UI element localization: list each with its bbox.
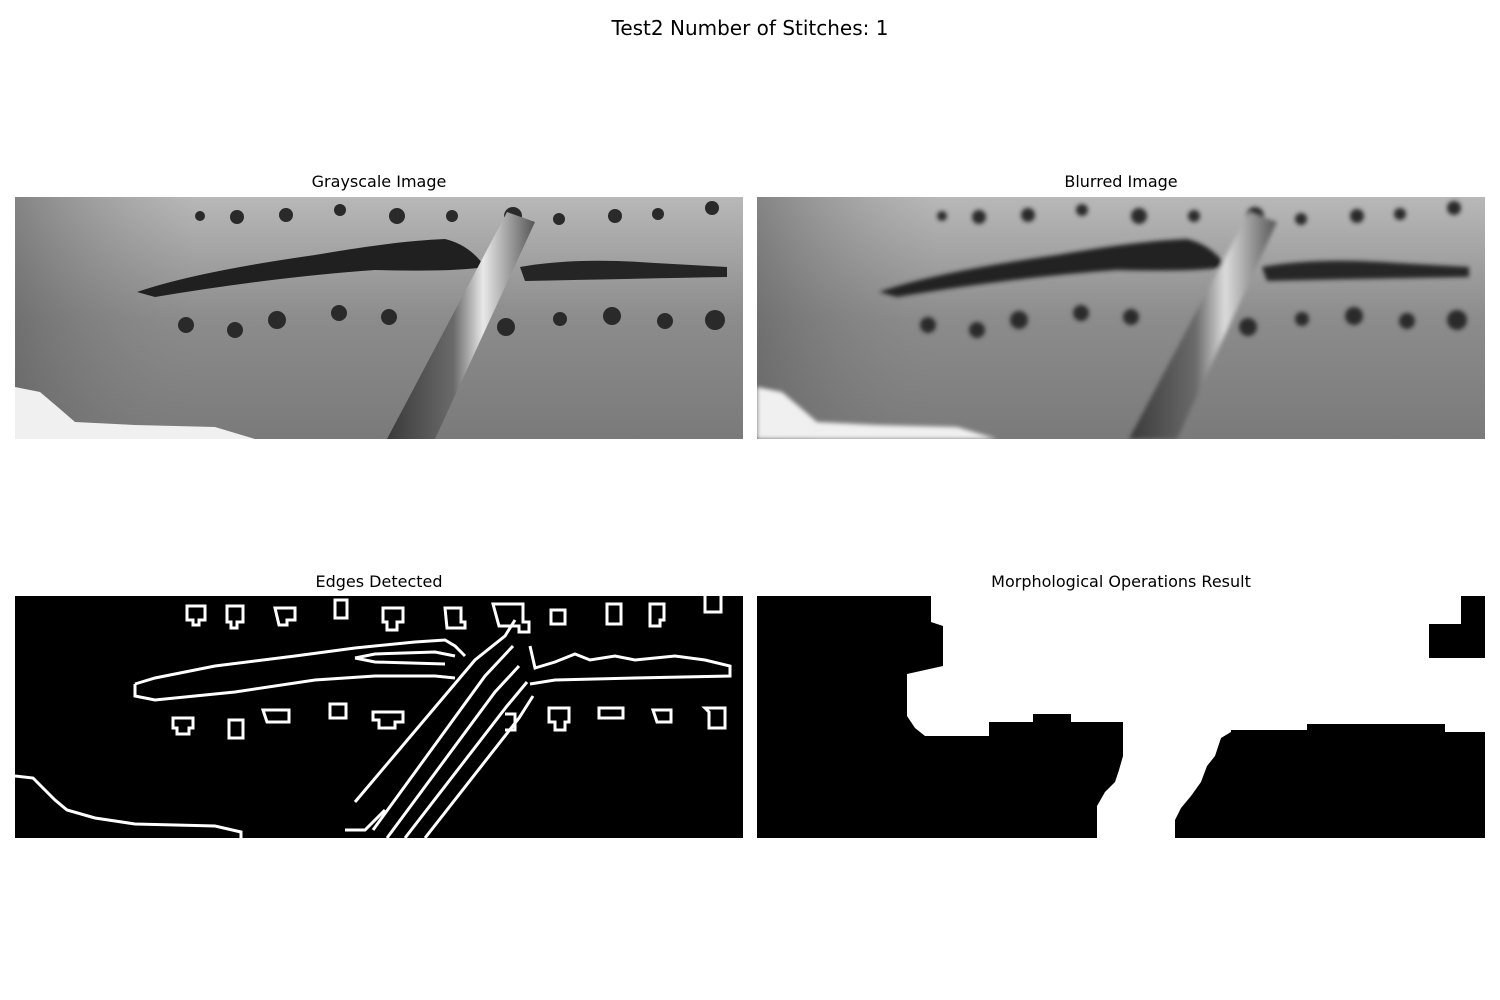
panel-title-edges: Edges Detected	[315, 572, 443, 591]
figure-title: Test2 Number of Stitches: 1	[611, 16, 889, 40]
morphological-image	[757, 596, 1485, 838]
grayscale-image	[15, 197, 743, 439]
edges-image	[15, 596, 743, 838]
blurred-image	[757, 197, 1485, 439]
panel-title-morphological: Morphological Operations Result	[991, 572, 1251, 591]
panel-title-grayscale: Grayscale Image	[311, 172, 447, 191]
panel-title-blurred: Blurred Image	[1064, 172, 1178, 191]
